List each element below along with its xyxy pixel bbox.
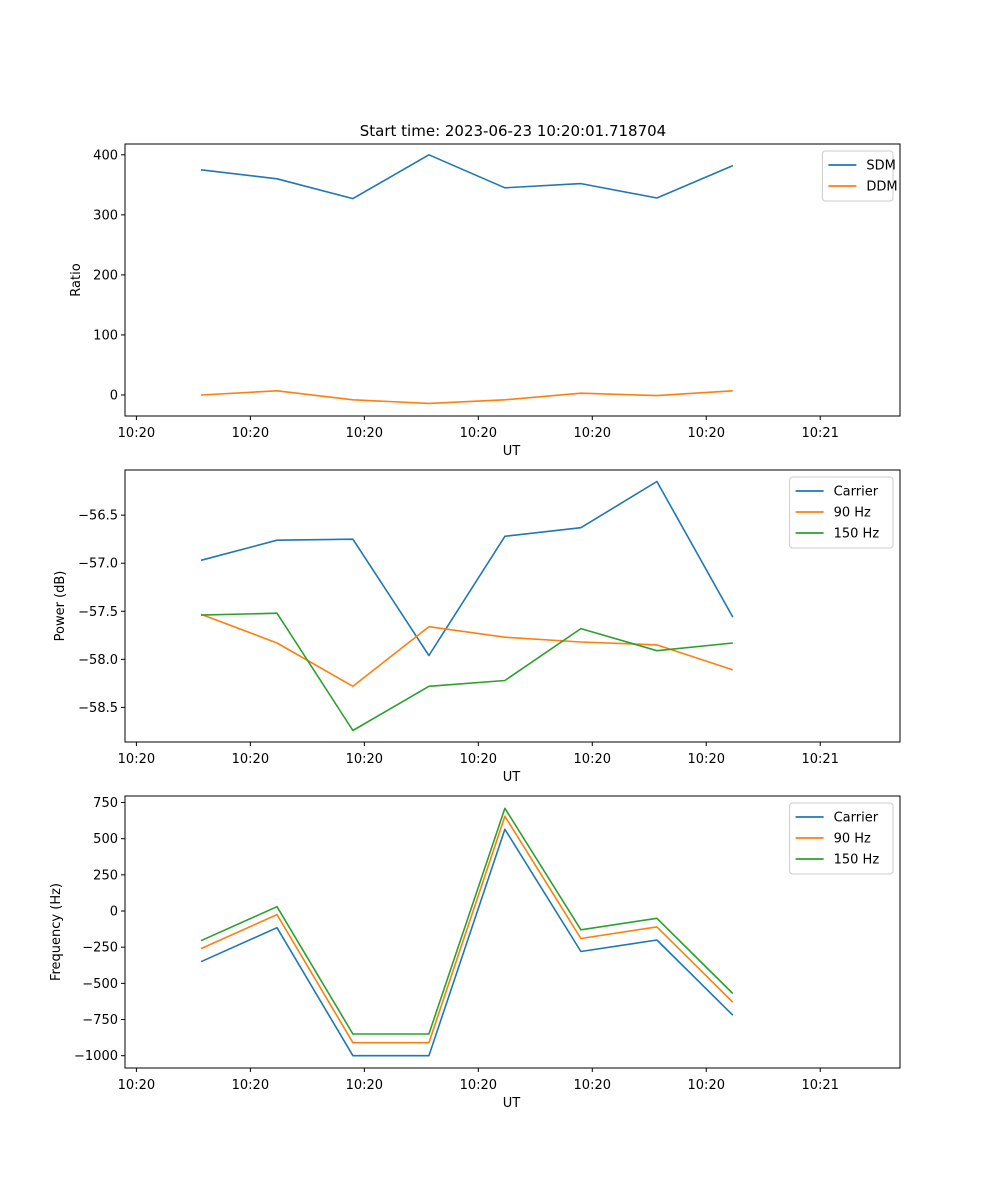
y-tick-label: 750 bbox=[93, 796, 118, 811]
x-tick-label: 10:20 bbox=[688, 1078, 725, 1093]
y-tick-label: 500 bbox=[93, 832, 118, 847]
x-tick-label: 10:20 bbox=[346, 752, 383, 767]
y-axis-label: Frequency (Hz) bbox=[49, 883, 64, 981]
chart-1: 0 100 200 300 400 10:20 10:20 10:20 10:20 10:20 10… bbox=[69, 143, 901, 459]
legend: SDM DDM bbox=[821, 150, 898, 202]
series-line-90-hz bbox=[200, 815, 734, 1044]
charts-root: 0 100 200 300 400 10:20 10:20 10:20 10:20 10:20 10… bbox=[49, 143, 901, 1111]
y-tick-label: 0 bbox=[110, 905, 118, 920]
figure-title: Start time: 2023-06-23 10:20:01.718704 bbox=[360, 122, 666, 140]
y-tick-label: 100 bbox=[93, 328, 118, 343]
y-tick-label: 400 bbox=[93, 148, 118, 163]
x-tick-label: 10:20 bbox=[346, 426, 383, 441]
y-tick-label: −58.5 bbox=[78, 701, 118, 716]
y-tick-label: −750 bbox=[82, 1013, 118, 1028]
legend-label: SDM bbox=[866, 159, 895, 174]
legend-label: DDM bbox=[866, 180, 897, 195]
y-axis-label: Ratio bbox=[69, 263, 84, 296]
x-tick-label: 10:20 bbox=[232, 752, 269, 767]
series-line-150-hz bbox=[200, 807, 734, 1035]
chart-2: −58.5 −58.0 −57.5 −57.0 −56.5 10:20 10:20 10:20… bbox=[53, 469, 901, 785]
legend-label: Carrier bbox=[834, 811, 879, 826]
series-line-90-hz bbox=[200, 613, 734, 688]
x-axis-label: UT bbox=[503, 1096, 521, 1111]
y-axis-label: Power (dB) bbox=[53, 571, 68, 642]
legend-label: 150 Hz bbox=[834, 527, 880, 542]
x-tick-label: 10:20 bbox=[574, 426, 611, 441]
x-tick-label: 10:20 bbox=[232, 1078, 269, 1093]
x-tick-label: 10:21 bbox=[801, 752, 838, 767]
y-tick-label: −58.0 bbox=[78, 653, 118, 668]
legend-box bbox=[789, 802, 894, 875]
legend-label: 90 Hz bbox=[834, 832, 871, 847]
y-tick-label: −56.5 bbox=[78, 509, 118, 524]
x-axis-label: UT bbox=[503, 444, 521, 459]
x-tick-label: 10:20 bbox=[460, 1078, 497, 1093]
x-tick-label: 10:20 bbox=[688, 752, 725, 767]
chart-3: −1000 −750 −500 −250 0 250 500 750 10:20 10:20 10:… bbox=[49, 795, 901, 1111]
y-tick-label: 0 bbox=[110, 388, 118, 403]
x-tick-label: 10:20 bbox=[118, 426, 155, 441]
series-line-sdm bbox=[200, 154, 734, 200]
axes-frame bbox=[124, 795, 901, 1069]
x-tick-label: 10:20 bbox=[574, 752, 611, 767]
legend-box bbox=[821, 150, 894, 202]
y-tick-label: −57.0 bbox=[78, 557, 118, 572]
x-tick-label: 10:20 bbox=[574, 1078, 611, 1093]
x-axis-label: UT bbox=[503, 770, 521, 785]
series-line-carrier bbox=[200, 828, 734, 1057]
x-tick-label: 10:20 bbox=[460, 752, 497, 767]
y-tick-label: −1000 bbox=[74, 1049, 118, 1064]
y-tick-label: 250 bbox=[93, 868, 118, 883]
series-line-carrier bbox=[200, 480, 734, 657]
legend: Carrier 90 Hz 150 Hz bbox=[789, 802, 894, 875]
y-tick-label: 200 bbox=[93, 268, 118, 283]
x-tick-label: 10:20 bbox=[232, 426, 269, 441]
legend-box bbox=[789, 476, 894, 549]
x-tick-label: 10:20 bbox=[346, 1078, 383, 1093]
legend-label: Carrier bbox=[834, 485, 879, 500]
legend-label: 150 Hz bbox=[834, 853, 880, 868]
x-tick-label: 10:20 bbox=[688, 426, 725, 441]
x-tick-label: 10:20 bbox=[460, 426, 497, 441]
y-tick-label: 300 bbox=[93, 208, 118, 223]
x-tick-label: 10:20 bbox=[118, 1078, 155, 1093]
y-tick-label: −250 bbox=[82, 941, 118, 956]
x-tick-label: 10:21 bbox=[801, 1078, 838, 1093]
axes-frame bbox=[124, 469, 901, 743]
legend: Carrier 90 Hz 150 Hz bbox=[789, 476, 894, 549]
series-line-ddm bbox=[200, 389, 733, 405]
legend-label: 90 Hz bbox=[834, 506, 871, 521]
y-tick-label: −500 bbox=[82, 977, 118, 992]
y-tick-label: −57.5 bbox=[78, 605, 118, 620]
x-tick-label: 10:21 bbox=[801, 426, 838, 441]
series-line-150-hz bbox=[200, 612, 733, 732]
axes-frame bbox=[124, 143, 901, 417]
x-tick-label: 10:20 bbox=[118, 752, 155, 767]
